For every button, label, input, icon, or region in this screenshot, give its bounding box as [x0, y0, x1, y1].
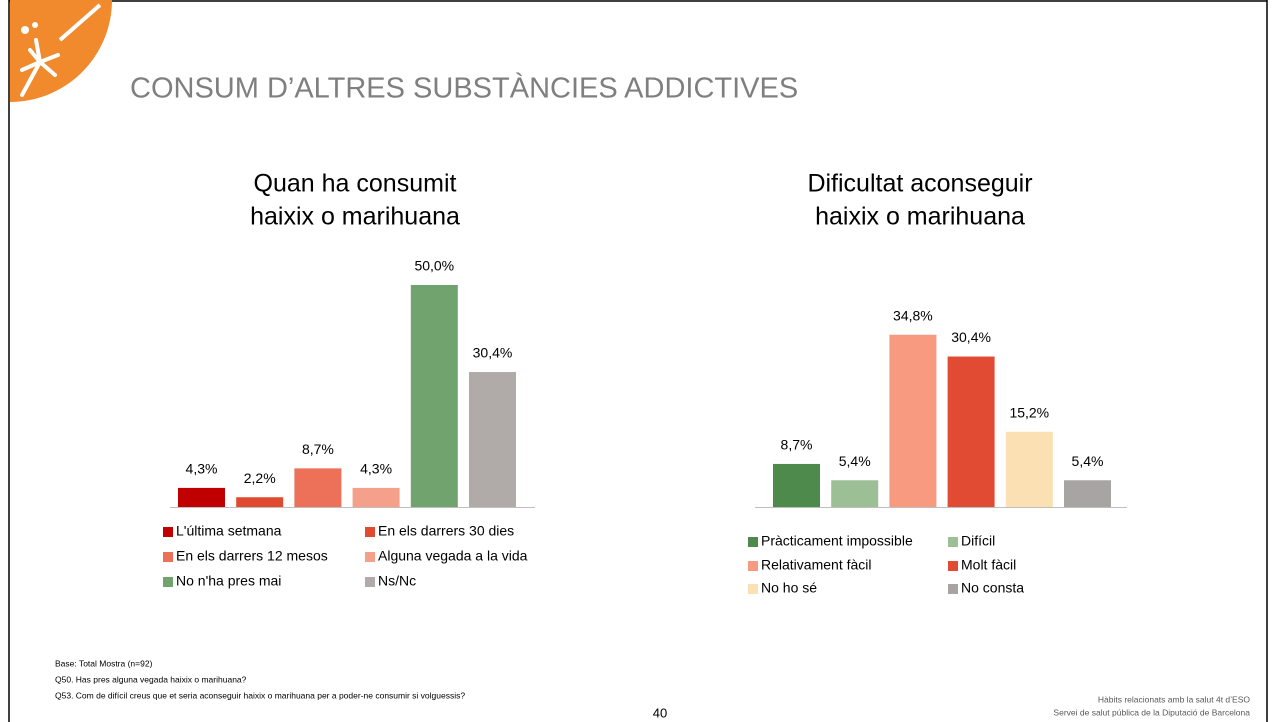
legend-swatch	[948, 561, 958, 571]
legend-label: En els darrers 12 mesos	[176, 548, 328, 564]
charts: Quan ha consumit haixix o marihuana 4,3% 2,…	[163, 170, 1127, 596]
legend-swatch	[365, 552, 375, 562]
bar	[469, 372, 516, 507]
footer-line: Servei de salut pública de la Diputació …	[1053, 707, 1250, 717]
bar	[889, 334, 937, 507]
legend-label: Molt fàcil	[961, 557, 1016, 573]
page-number: 40	[653, 705, 667, 720]
legend-swatch	[365, 527, 375, 537]
legend-swatch	[163, 577, 173, 587]
legend-label: Difícil	[961, 533, 995, 549]
data-label: 4,3%	[360, 461, 392, 477]
bar	[1005, 431, 1053, 507]
data-label: 8,7%	[302, 441, 334, 457]
legend-label: Ns/Nc	[378, 573, 416, 589]
legend-label: No consta	[961, 580, 1024, 596]
data-label: 30,4%	[473, 345, 513, 361]
legend-swatch	[365, 577, 375, 587]
bar	[236, 497, 284, 507]
data-label: 2,2%	[244, 470, 276, 486]
chart-title: Dificultat aconseguir	[807, 170, 1032, 198]
data-label: 5,4%	[1072, 453, 1104, 469]
slide-title: CONSUM D’ALTRES SUBSTÀNCIES ADDICTIVES	[130, 72, 798, 105]
legend-swatch	[163, 552, 173, 562]
data-label: 4,3%	[186, 461, 218, 477]
legend-swatch	[748, 584, 758, 594]
legend-swatch	[748, 561, 758, 571]
legend-label: Pràcticament impossible	[761, 533, 913, 549]
bar	[773, 463, 820, 507]
legend-label: L'última setmana	[176, 523, 282, 539]
data-label: 5,4%	[839, 453, 871, 469]
bar	[294, 468, 342, 507]
bar	[831, 480, 879, 507]
legend-label: Alguna vegada a la vida	[378, 548, 528, 564]
chart-title: haixix o marihuana	[250, 203, 460, 231]
legend-label: Relativament fàcil	[761, 557, 872, 573]
chart-title: Quan ha consumit	[254, 170, 457, 198]
data-label: 34,8%	[893, 307, 933, 323]
bar	[178, 487, 225, 507]
legend-label: No n'ha pres mai	[176, 573, 281, 589]
logo	[10, 0, 112, 102]
data-label: 30,4%	[951, 329, 991, 345]
data-label: 50,0%	[414, 258, 454, 274]
footnote: Q53. Com de difícil creus que et seria a…	[55, 690, 465, 700]
legend-label: No ho sé	[761, 580, 817, 596]
bar	[352, 487, 400, 507]
bar	[1064, 480, 1111, 507]
legend-label: En els darrers 30 dies	[378, 523, 514, 539]
bar	[410, 285, 458, 507]
data-label: 15,2%	[1009, 404, 1049, 420]
legend-swatch	[163, 527, 173, 537]
legend-swatch	[948, 584, 958, 594]
legend-swatch	[948, 537, 958, 547]
legend-swatch	[748, 537, 758, 547]
chart-title: haixix o marihuana	[815, 203, 1025, 231]
data-label: 8,7%	[781, 437, 813, 453]
footer-line: Hàbits relacionats amb la salut 4t d’ESO	[1098, 694, 1251, 704]
footnote: Q50. Has pres alguna vegada haixix o mar…	[55, 674, 247, 684]
bar	[947, 356, 995, 507]
footnote: Base: Total Mostra (n=92)	[55, 658, 153, 668]
